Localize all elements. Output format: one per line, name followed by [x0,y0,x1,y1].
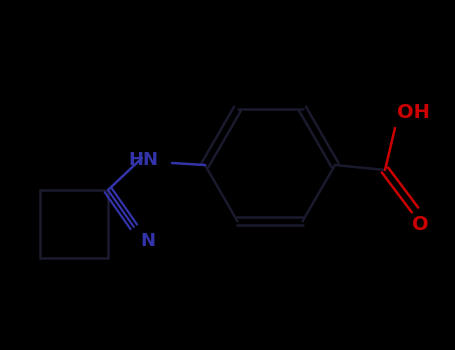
Text: N: N [140,232,155,250]
Text: OH: OH [397,104,430,122]
Text: HN: HN [128,151,158,169]
Text: O: O [412,216,428,234]
